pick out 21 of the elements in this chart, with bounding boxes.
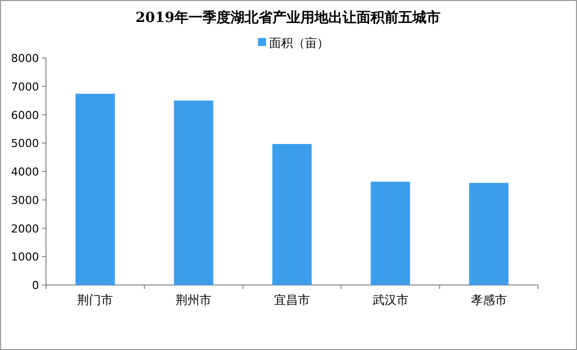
- x-tick-label: 孝感市: [470, 293, 507, 307]
- x-tick-label: 荆州市: [176, 293, 212, 307]
- x-tick-label: 武汉市: [372, 293, 408, 307]
- y-tick-label: 7000: [11, 80, 39, 94]
- bar: [469, 182, 508, 285]
- bar: [370, 182, 410, 285]
- chart-title: 2019年一季度湖北省产业用地出让面积前五城市: [136, 9, 440, 26]
- y-tick-label: 8000: [11, 52, 39, 65]
- y-tick-label: 6000: [11, 108, 39, 122]
- y-tick-label: 3000: [11, 194, 39, 207]
- x-tick-label: 宜昌市: [274, 293, 310, 307]
- legend-label: 面积（亩）: [269, 36, 329, 50]
- y-tick-label: 0: [32, 279, 39, 292]
- bar: [174, 100, 214, 285]
- y-tick-label: 2000: [11, 222, 39, 236]
- x-tick-label: 荆门市: [77, 293, 114, 307]
- bar: [76, 94, 115, 285]
- bar: [272, 144, 312, 285]
- y-tick-label: 4000: [11, 166, 39, 178]
- y-tick-label: 5000: [11, 137, 39, 150]
- y-tick-label: 1000: [11, 250, 39, 264]
